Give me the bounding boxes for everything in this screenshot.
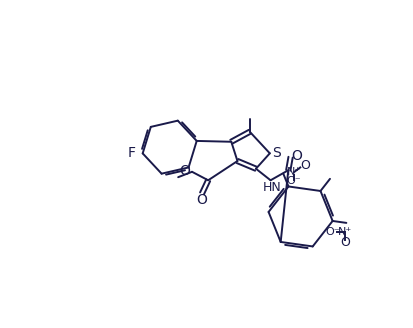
Text: O: O bbox=[300, 159, 310, 173]
Text: F: F bbox=[128, 146, 136, 160]
Text: O: O bbox=[291, 149, 302, 163]
Text: N⁺: N⁺ bbox=[338, 227, 352, 237]
Text: N⁺: N⁺ bbox=[287, 167, 301, 177]
Text: O⁻: O⁻ bbox=[325, 227, 340, 237]
Text: O: O bbox=[340, 236, 350, 249]
Text: O⁻: O⁻ bbox=[287, 176, 301, 186]
Text: O: O bbox=[197, 193, 207, 207]
Text: S: S bbox=[272, 146, 281, 159]
Text: O: O bbox=[180, 164, 190, 178]
Text: HN: HN bbox=[263, 181, 282, 194]
